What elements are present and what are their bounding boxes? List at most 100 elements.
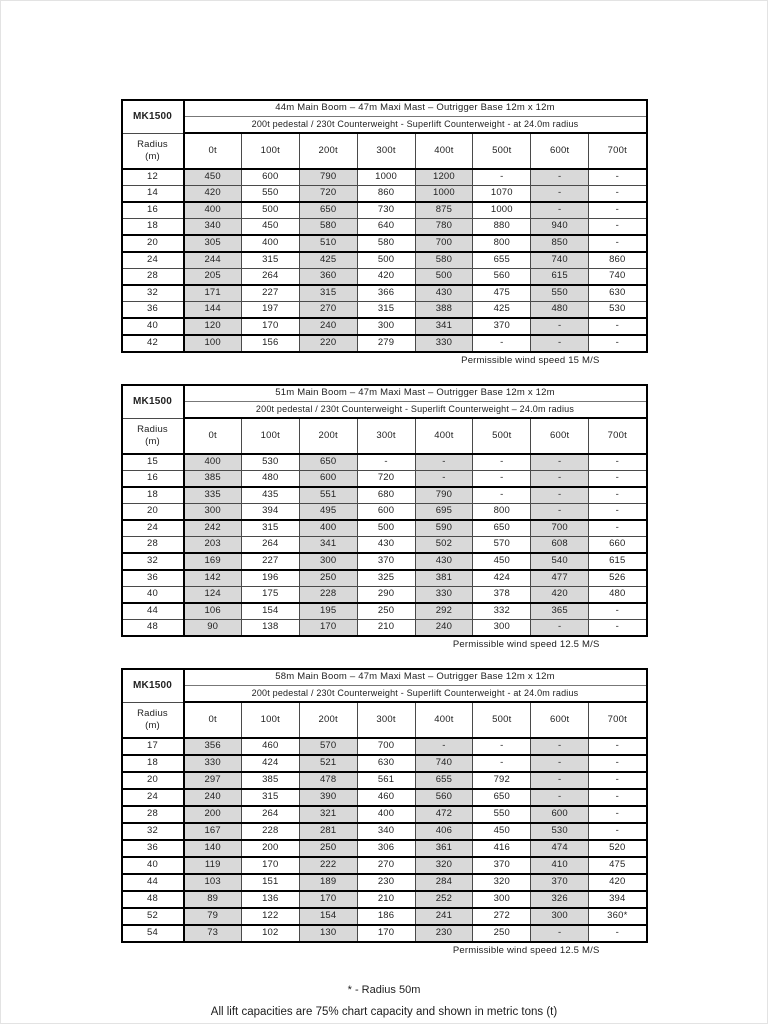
capacity-cell: 154 <box>240 602 300 620</box>
capacity-cell: 142 <box>183 569 242 587</box>
capacity-cell: 400 <box>240 234 300 253</box>
capacity-cell: - <box>588 201 647 219</box>
table-row: 40 124 175 228 290 330 378 420 480 <box>121 586 647 604</box>
table-subtitle: 200t pedestal / 230t Counterweight - Sup… <box>183 116 647 134</box>
radius-cell: 44 <box>121 602 185 620</box>
footnotes: * - Radius 50m All lift capacities are 7… <box>121 984 648 1018</box>
capacity-cell: 264 <box>240 268 300 286</box>
radius-cell: 36 <box>121 569 185 587</box>
table-row: 18 330 424 521 630 740- - - <box>121 754 647 773</box>
capacity-cell: 335 <box>183 486 242 504</box>
capacity-cell: 480 <box>588 586 647 604</box>
capacity-cell: 240 <box>414 619 474 637</box>
capacity-cell: 151 <box>240 873 300 892</box>
capacity-cell: 500 <box>240 201 300 219</box>
table-row: 32 171 227 315 366 430 475 550 630 <box>121 284 647 302</box>
capacity-cell: 170 <box>356 924 416 943</box>
capacity-cell: 790 <box>414 486 474 504</box>
table-row: 24 242 315 400 500 590 650 700- <box>121 519 647 537</box>
capacity-cell: 320 <box>414 856 474 875</box>
capacity-cell: 570 <box>298 737 358 756</box>
capacity-cell: 420 <box>183 185 242 203</box>
capacity-cell: - <box>588 788 647 807</box>
capacity-cell: 119 <box>183 856 242 875</box>
radius-cell: 52 <box>121 907 185 926</box>
capacity-cell: - <box>530 754 590 773</box>
capacity-cell: 450 <box>472 552 532 571</box>
table-row: 24 244 315 425 500 580 655 740 860 <box>121 251 647 269</box>
capacity-cell: 241 <box>414 907 474 926</box>
capacity-cell: 227 <box>240 552 300 571</box>
capacity-cell: - <box>530 924 590 943</box>
capacity-cell: 252 <box>414 890 474 909</box>
model-label: MK1500 <box>121 384 185 419</box>
capacity-cell: 500 <box>356 519 416 537</box>
capacity-cell: 100 <box>183 334 242 353</box>
capacity-cell: 792 <box>472 771 532 790</box>
radius-cell: 16 <box>121 201 185 219</box>
capacity-cell: - <box>530 619 590 637</box>
radius-cell: 16 <box>121 470 185 488</box>
capacity-cell: 340 <box>183 218 242 236</box>
capacity-cell: 650 <box>472 519 532 537</box>
capacity-cell: 140 <box>183 839 242 858</box>
table-row: 36 144 197 270 315 388 425 480 530 <box>121 301 647 319</box>
capacity-cell: 124 <box>183 586 242 604</box>
radius-cell: 42 <box>121 334 185 353</box>
counterweight-column-header: 700t <box>588 701 647 739</box>
capacity-cell: - <box>472 334 532 353</box>
capacity-cell: 325 <box>356 569 416 587</box>
capacity-cell: 240 <box>298 317 358 336</box>
capacity-cell: 435 <box>240 486 300 504</box>
table-title: 44m Main Boom – 47m Maxi Mast – Outrigge… <box>183 99 647 117</box>
capacity-cell: - <box>530 201 590 219</box>
capacity-cell: 326 <box>530 890 590 909</box>
capacity-cell: - <box>530 334 590 353</box>
capacity-cell: 580 <box>356 234 416 253</box>
capacity-cell: 227 <box>240 284 300 302</box>
capacity-cell: 1200 <box>414 168 474 186</box>
capacity-cell: 740 <box>588 268 647 286</box>
capacity-cell: 430 <box>414 552 474 571</box>
capacity-cell: 580 <box>414 251 474 269</box>
capacity-cell: - <box>588 771 647 790</box>
radius-cell: 28 <box>121 268 185 286</box>
capacity-cell: 264 <box>240 805 300 824</box>
table-row: 32 169 227 300 370 430 450 540 615 <box>121 552 647 571</box>
capacity-cell: 495 <box>298 503 358 521</box>
capacity-cell: 205 <box>183 268 242 286</box>
capacity-cell: 1070 <box>472 185 532 203</box>
capacity-cell: 240 <box>183 788 242 807</box>
radius-cell: 40 <box>121 586 185 604</box>
capacity-cell: 475 <box>472 284 532 302</box>
counterweight-column-header: 500t <box>472 132 532 170</box>
table-row: 17 356 460 570 700- - - - <box>121 737 647 756</box>
capacity-cell: 370 <box>472 317 532 336</box>
capacity-cell: 480 <box>240 470 300 488</box>
capacity-cell: - <box>530 788 590 807</box>
capacity-cell: 450 <box>240 218 300 236</box>
capacity-cell: 156 <box>240 334 300 353</box>
capacity-cell: 400 <box>183 453 242 471</box>
table-row: 12 450 600 790 1000 1200- - - <box>121 168 647 186</box>
capacity-cell: 170 <box>298 890 358 909</box>
counterweight-column-header: 500t <box>472 417 532 455</box>
capacity-cell: - <box>588 822 647 841</box>
capacity-cell: 521 <box>298 754 358 773</box>
table-row: 20 300 394 495 600 695 800- - <box>121 503 647 521</box>
capacity-cell: - <box>530 185 590 203</box>
capacity-cell: 321 <box>298 805 358 824</box>
capacity-table: MK1500 44m Main Boom – 47m Maxi Mast – Ou… <box>120 99 648 353</box>
capacity-cell: 477 <box>530 569 590 587</box>
capacity-cell: 600 <box>356 503 416 521</box>
counterweight-column-header: 200t <box>298 701 358 739</box>
capacity-cell: 430 <box>414 284 474 302</box>
radius-cell: 20 <box>121 234 185 253</box>
capacity-cell: 560 <box>472 268 532 286</box>
capacity-cell: 360 <box>298 268 358 286</box>
capacity-cell: 780 <box>414 218 474 236</box>
capacity-cell: 560 <box>414 788 474 807</box>
load-chart-51m-boom: MK1500 51m Main Boom – 47m Maxi Mast – Ou… <box>120 384 648 650</box>
capacity-cell: - <box>588 619 647 637</box>
capacity-cell: 400 <box>356 805 416 824</box>
